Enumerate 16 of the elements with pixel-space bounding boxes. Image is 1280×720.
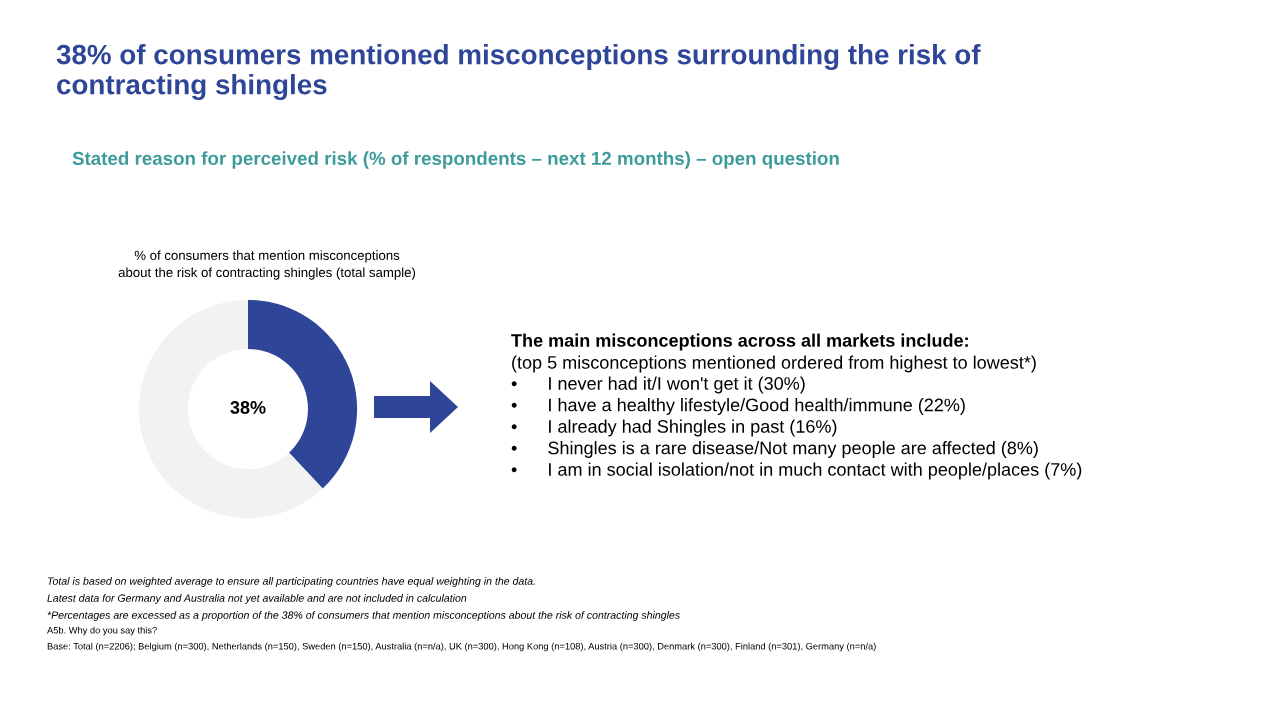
text: Total is based on weighted average to ensure all participating countries have equal weighting in the data. xyxy=(47,577,535,587)
text: • I have a healthy lifestyle/Good health/immune (22%) xyxy=(511,398,965,415)
text: The main misconceptions across all markets include: xyxy=(511,333,968,351)
text: 38% of consumers mentioned misconceptions surrounding the risk of contracting shingles xyxy=(56,44,981,101)
text: • I already had Shingles in past (16%) xyxy=(511,419,837,437)
text: % of consumers that mention misconceptions about the risk of contracting shingles (total sample) xyxy=(118,250,416,280)
text: *Percentages are excessed as a proportion of the 38% of consumers that mention misconceptions about the risk of contracting shingles xyxy=(47,611,680,621)
text: Stated reason for perceived risk (% of respondents – next 12 months) – open question xyxy=(72,151,839,169)
text: Latest data for Germany and Australia not yet available and are not included in calculation xyxy=(47,594,467,604)
data-label: 38% xyxy=(230,401,266,414)
text: A5b. Why do you say this? xyxy=(47,626,157,636)
text: • I never had it/I won't get it (30%) xyxy=(511,376,805,394)
text: • I am in social isolation/not in much contact with people/places (7%) xyxy=(511,462,1082,480)
text: Base: Total (n=2206); Belgium (n=300), Netherlands (n=150), Sweden (n=150), Australia (n=n/a), UK (n=300), Hong Kong (n=108), Austria (n=300), Denmark (n=300), Finland (n=301), Germany (n=n/a) xyxy=(47,642,876,652)
text: • Shingles is a rare disease/Not many people are affected (8%) xyxy=(511,441,1038,458)
text: (top 5 misconceptions mentioned ordered from highest to lowest*) xyxy=(512,355,1036,373)
